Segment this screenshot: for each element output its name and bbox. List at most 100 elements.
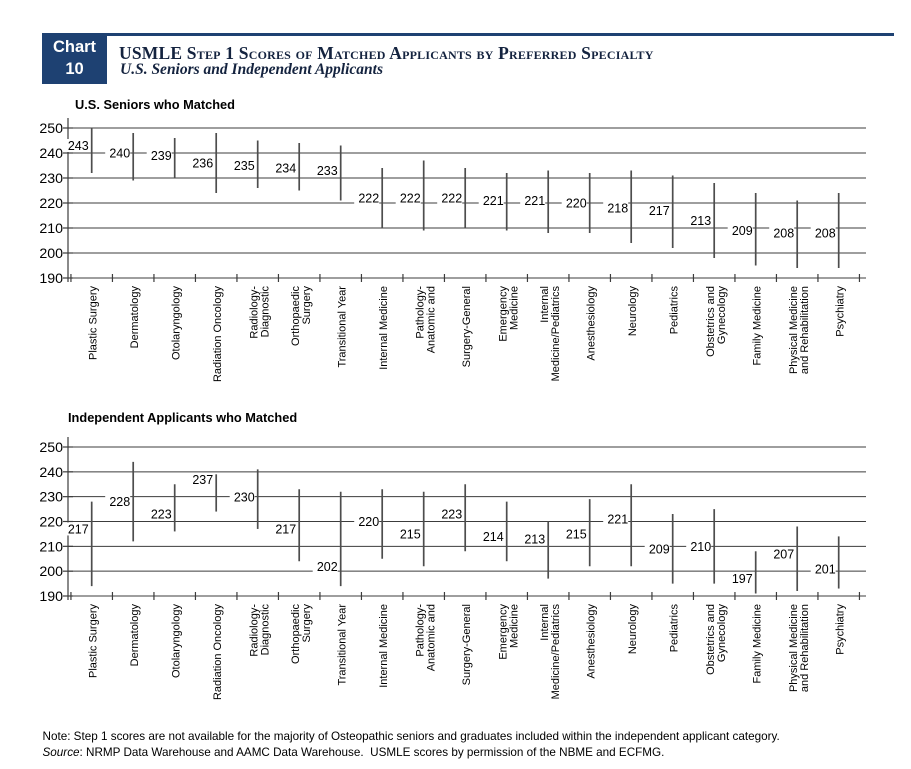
value-label: 222 [441, 192, 462, 206]
value-label: 209 [649, 542, 670, 556]
value-label-halo [63, 522, 89, 536]
independent-chart: Independent Applicants who Matched 250 240… [30, 408, 911, 719]
y-tick-label: 200 [39, 246, 63, 262]
value-label: 237 [192, 473, 213, 487]
chart-title: U.S. Seniors who Matched [75, 97, 235, 112]
category-label: Emergency [498, 286, 510, 342]
seniors-chart: U.S. Seniors who Matched 250 240 230 220 210 2… [30, 90, 911, 407]
category-label: Obstetrics and [705, 286, 717, 357]
category-label: Radiology- [249, 286, 261, 339]
value-label: 228 [109, 495, 130, 509]
value-label-halo [437, 191, 463, 205]
value-label: 213 [524, 532, 545, 546]
y-tick-label: 220 [39, 196, 63, 212]
value-label: 240 [109, 147, 130, 161]
value-label: 217 [649, 204, 670, 218]
value-label: 221 [607, 513, 628, 527]
value-label-halo [229, 490, 255, 504]
category-label: Radiology- [249, 604, 261, 657]
category-label: Medicine/Pediatrics [550, 603, 562, 699]
chart-title: Independent Applicants who Matched [68, 410, 297, 425]
category-label: Physical Medicine [788, 286, 800, 374]
category-label: Dermatology [129, 286, 141, 349]
category-label: and Rehabilitation [799, 604, 811, 692]
value-label: 208 [815, 227, 836, 241]
y-tick-label: 210 [39, 539, 63, 555]
category-label: Surgery-General [461, 286, 473, 367]
header-rule [42, 33, 894, 36]
category-label: Pathology- [415, 286, 427, 339]
category-label: Diagnostic [260, 286, 272, 338]
value-label-halo [188, 472, 214, 486]
chart-canvas: U.S. Seniors who Matched 250 240 230 220 210 2… [39, 97, 866, 383]
category-label: Emergency [498, 604, 510, 660]
category-label: Orthopaedic [290, 604, 302, 664]
category-label: Obstetrics and [705, 604, 717, 675]
value-label-halo [478, 194, 504, 207]
value-label: 239 [151, 149, 172, 163]
value-label: 221 [524, 194, 545, 208]
value-label-halo [437, 507, 463, 521]
category-label: Anesthesiology [586, 604, 598, 679]
category-label: Family Medicine [752, 286, 764, 365]
value-label-halo [105, 146, 131, 160]
value-label-halo [810, 562, 836, 576]
note-text: Note: Step 1 scores are not available fo… [36, 716, 780, 744]
value-label-halo [63, 139, 89, 152]
value-label: 209 [732, 224, 753, 238]
y-tick-label: 210 [39, 221, 63, 237]
value-label: 220 [566, 197, 587, 211]
category-label: Internal [539, 604, 551, 641]
value-label: 236 [192, 157, 213, 171]
value-label-halo [354, 191, 380, 205]
value-label-halo [686, 214, 712, 227]
y-tick-label: 250 [39, 121, 63, 137]
value-label-halo [312, 164, 338, 177]
report-title: USMLE Step 1 Scores of Matched Applicant… [119, 43, 654, 63]
value-label-halo [561, 527, 587, 541]
category-label: Physical Medicine [788, 604, 800, 692]
value-label: 201 [815, 562, 836, 576]
category-label: Plastic Surgery [88, 604, 100, 678]
category-label: Anatomic and [426, 286, 438, 353]
y-tick-label: 240 [39, 465, 63, 481]
value-label: 223 [151, 508, 172, 522]
value-label: 213 [690, 214, 711, 228]
value-label: 235 [234, 159, 255, 173]
value-label-halo [146, 149, 172, 162]
value-label-halo [561, 196, 587, 210]
value-label-halo [603, 512, 629, 526]
category-label: Surgery [301, 286, 313, 325]
y-tick-label: 200 [39, 564, 63, 580]
value-label: 243 [68, 139, 89, 153]
value-label-halo [644, 204, 670, 217]
value-label: 214 [483, 530, 504, 544]
value-label-halo [727, 224, 753, 237]
category-label: Psychiatry [835, 604, 847, 655]
category-label: Internal Medicine [378, 286, 390, 370]
category-label: Surgery-General [461, 604, 473, 685]
value-label-halo [727, 572, 753, 586]
category-label: Medicine/Pediatrics [550, 286, 562, 382]
value-label: 208 [773, 227, 794, 241]
value-label-halo [395, 527, 421, 541]
category-label: Radiation Oncology [212, 604, 224, 701]
y-tick-label: 220 [39, 514, 63, 530]
chart-canvas: Independent Applicants who Matched 250 240… [39, 410, 866, 701]
value-label-halo [312, 559, 338, 573]
category-label: Otolaryngology [171, 604, 183, 678]
value-label: 222 [358, 192, 379, 206]
y-tick-label: 240 [39, 146, 63, 162]
category-label: Diagnostic [260, 603, 272, 655]
value-label-halo [146, 507, 172, 521]
category-label: Medicine [509, 286, 521, 330]
category-label: Transitional Year [337, 604, 349, 686]
value-label-halo [810, 226, 836, 240]
category-label: Otolaryngology [171, 286, 183, 360]
value-label-halo [686, 539, 712, 553]
value-label-halo [354, 514, 380, 528]
category-label: Radiation Oncology [212, 286, 224, 383]
value-label: 221 [483, 194, 504, 208]
value-label: 234 [275, 162, 296, 176]
value-label: 197 [732, 572, 753, 586]
